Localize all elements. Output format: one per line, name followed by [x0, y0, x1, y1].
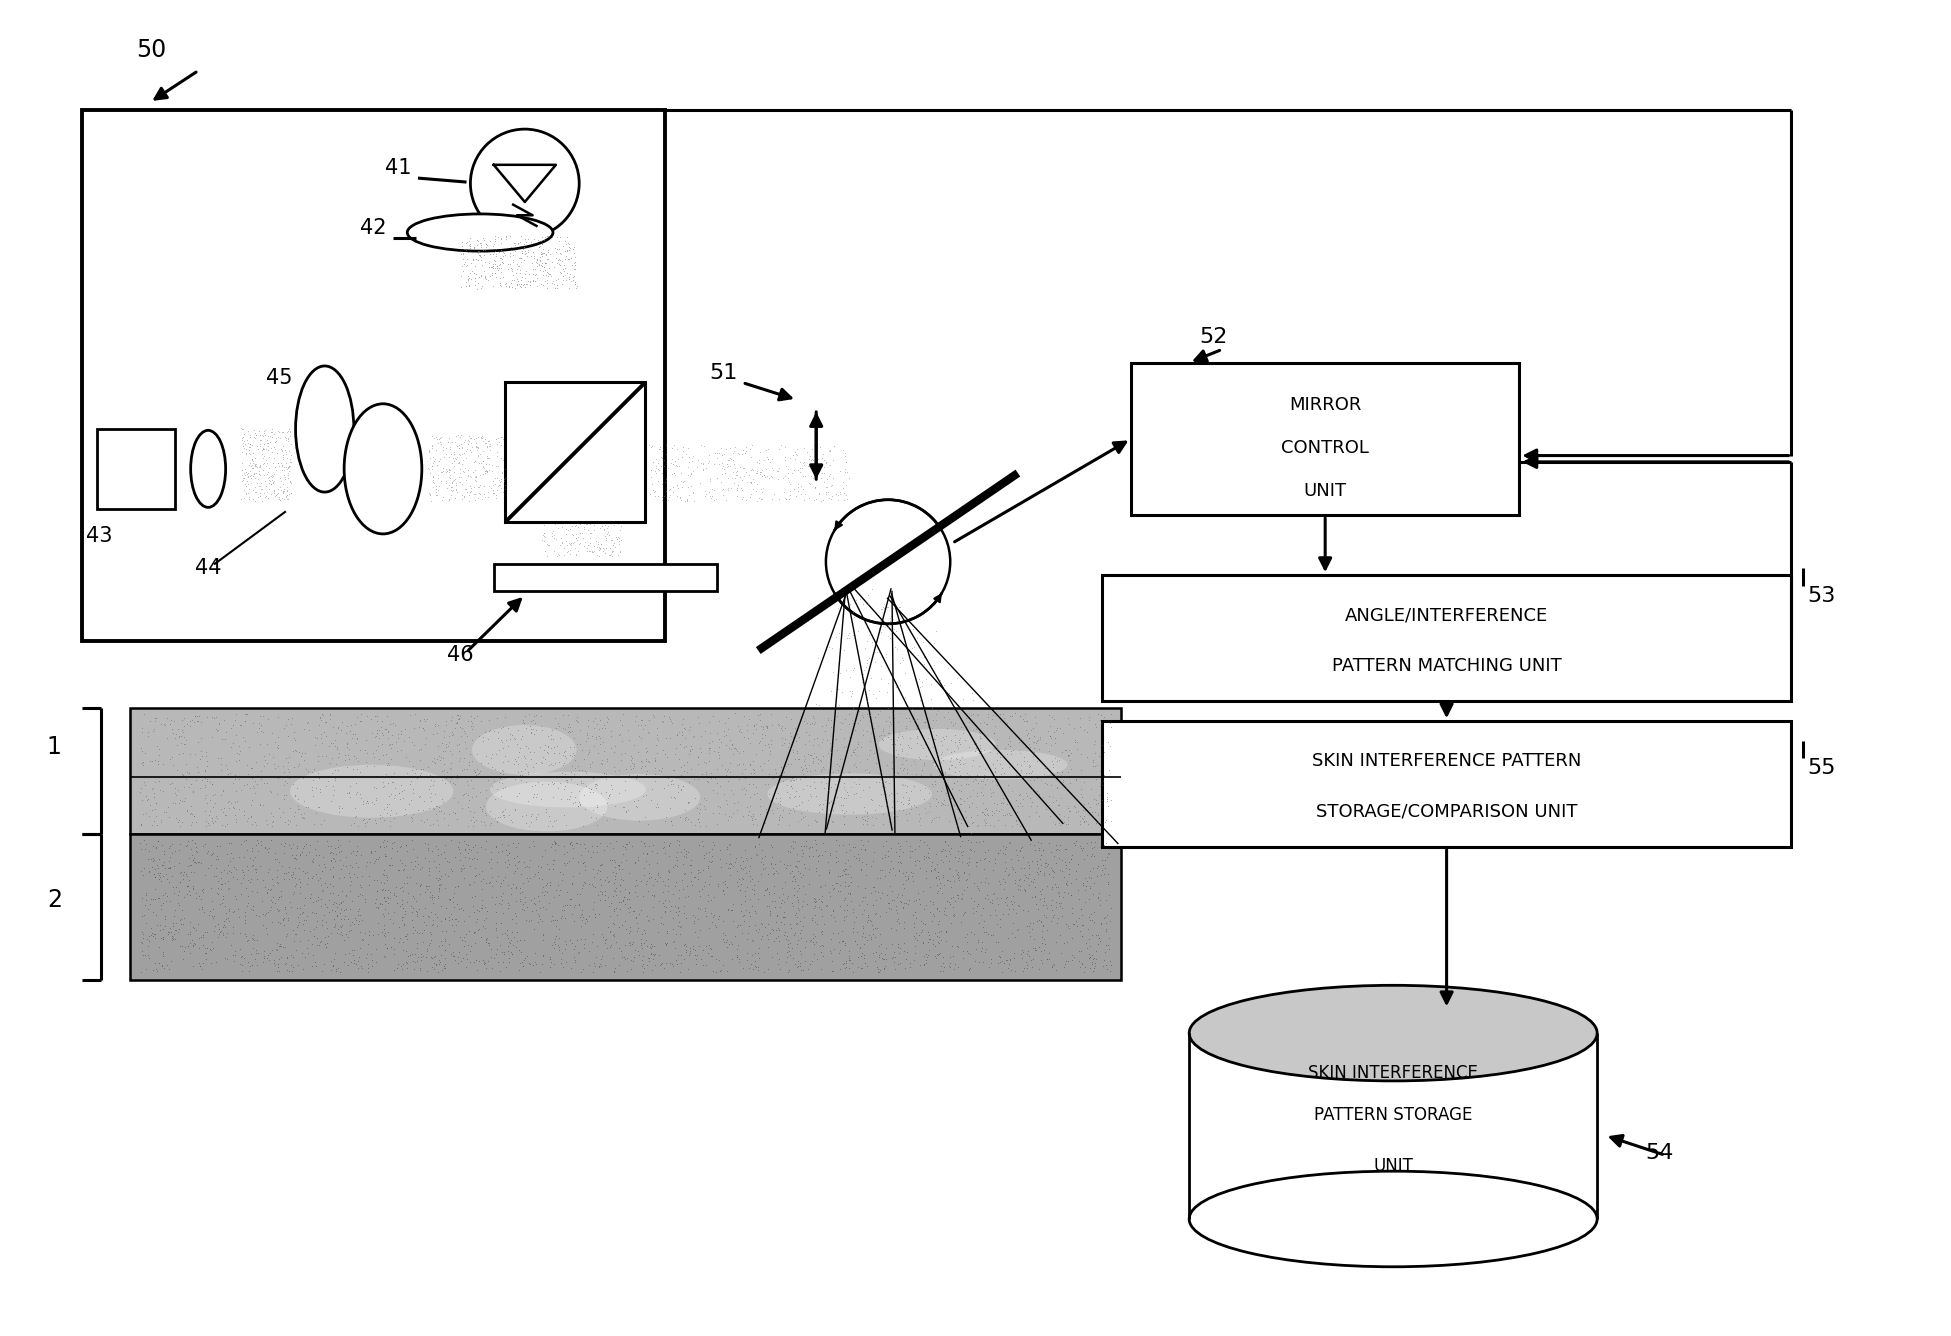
Text: 41: 41 — [384, 158, 412, 178]
Ellipse shape — [291, 764, 453, 818]
Text: UNIT: UNIT — [1374, 1157, 1413, 1174]
FancyBboxPatch shape — [82, 111, 665, 641]
FancyBboxPatch shape — [1102, 721, 1791, 847]
Ellipse shape — [472, 725, 576, 775]
Text: SKIN INTERFERENCE PATTERN: SKIN INTERFERENCE PATTERN — [1311, 752, 1580, 771]
Text: 45: 45 — [267, 367, 293, 387]
Ellipse shape — [486, 782, 607, 831]
FancyBboxPatch shape — [98, 429, 176, 509]
Ellipse shape — [1190, 1172, 1598, 1267]
Text: PATTERN STORAGE: PATTERN STORAGE — [1313, 1106, 1473, 1125]
Circle shape — [470, 130, 579, 238]
Text: MIRROR: MIRROR — [1290, 397, 1362, 414]
Text: PATTERN MATCHING UNIT: PATTERN MATCHING UNIT — [1333, 657, 1561, 675]
Text: 50: 50 — [137, 39, 166, 63]
Ellipse shape — [878, 729, 997, 760]
Text: 55: 55 — [1807, 759, 1836, 778]
FancyBboxPatch shape — [131, 708, 1122, 834]
Text: STORAGE/COMPARISON UNIT: STORAGE/COMPARISON UNIT — [1315, 803, 1576, 820]
Ellipse shape — [295, 366, 353, 492]
Text: 44: 44 — [195, 557, 220, 577]
Ellipse shape — [767, 774, 933, 815]
Text: 53: 53 — [1807, 585, 1836, 605]
FancyBboxPatch shape — [505, 382, 646, 522]
Ellipse shape — [343, 403, 421, 534]
Ellipse shape — [1190, 986, 1598, 1081]
Ellipse shape — [933, 749, 1067, 779]
FancyBboxPatch shape — [131, 834, 1122, 981]
Text: UNIT: UNIT — [1303, 482, 1346, 500]
Text: 43: 43 — [86, 526, 113, 546]
FancyBboxPatch shape — [1102, 574, 1791, 701]
Text: 52: 52 — [1200, 327, 1227, 347]
Ellipse shape — [490, 772, 646, 807]
Ellipse shape — [408, 214, 552, 251]
Text: SKIN INTERFERENCE: SKIN INTERFERENCE — [1309, 1063, 1479, 1082]
Text: 42: 42 — [359, 218, 386, 238]
Text: 46: 46 — [447, 645, 474, 665]
FancyBboxPatch shape — [1132, 362, 1520, 516]
Text: 1: 1 — [47, 735, 62, 759]
Text: ANGLE/INTERFERENCE: ANGLE/INTERFERENCE — [1344, 607, 1549, 624]
FancyBboxPatch shape — [494, 564, 718, 591]
Ellipse shape — [579, 774, 700, 820]
Text: 54: 54 — [1647, 1144, 1674, 1164]
Ellipse shape — [191, 430, 226, 508]
Text: 2: 2 — [47, 888, 62, 912]
Text: CONTROL: CONTROL — [1282, 440, 1370, 457]
Text: 51: 51 — [710, 362, 737, 382]
